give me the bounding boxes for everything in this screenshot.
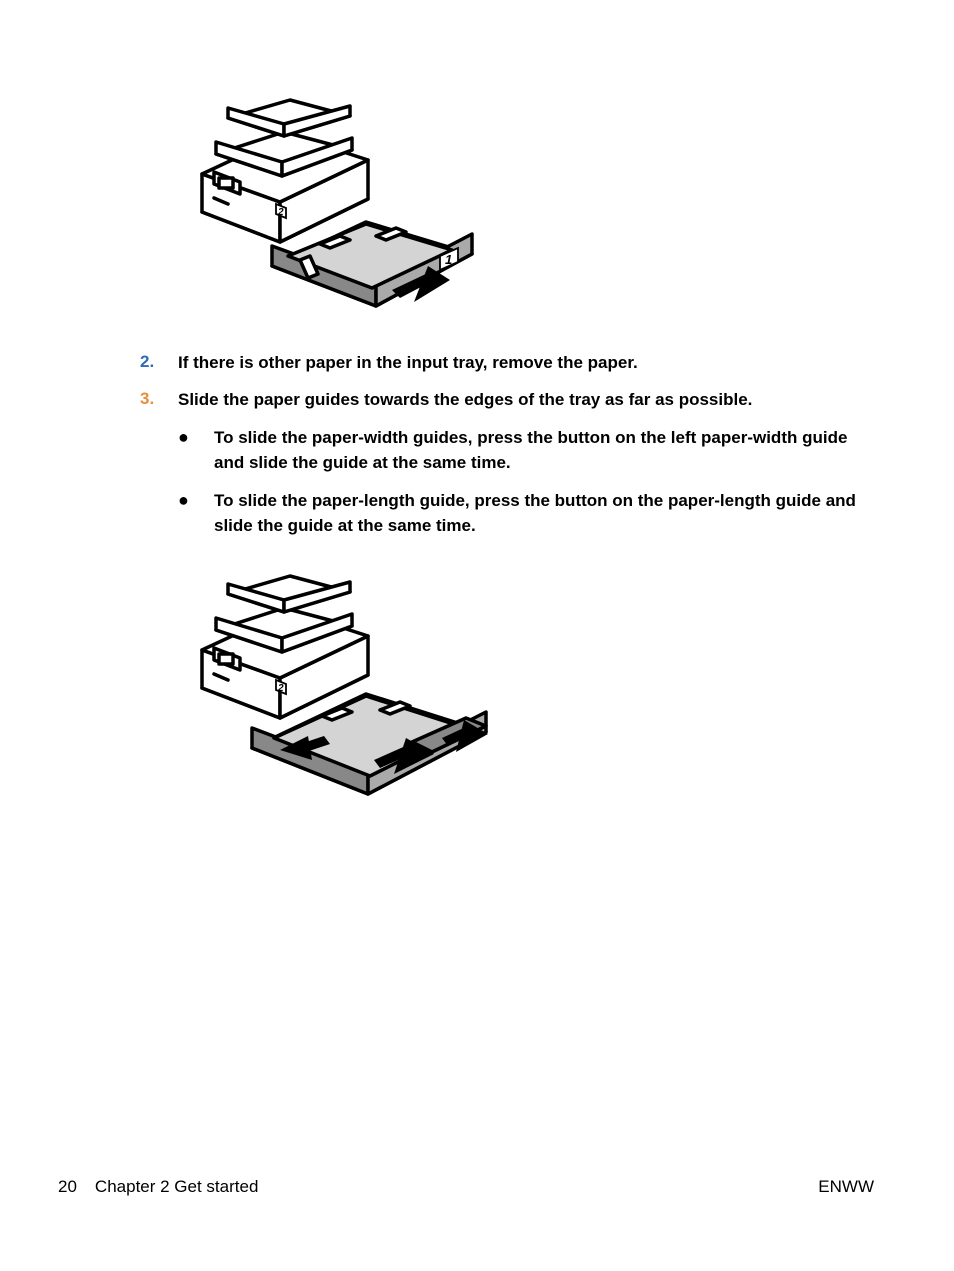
chapter-label: Chapter 2 Get started [95,1177,258,1197]
bullet-2-text: To slide the paper-length guide, press t… [214,489,874,538]
step-number-2: 2. [140,352,178,372]
page-footer: 20 Chapter 2 Get started ENWW [58,1177,874,1197]
step-3-text: Slide the paper guides towards the edges… [178,389,874,412]
callout-1: 1 [445,252,452,267]
step-2: 2. If there is other paper in the input … [140,352,874,375]
step-2-text: If there is other paper in the input tra… [178,352,874,375]
printer-illustration-1-icon: 2 1 [180,84,480,334]
figure-printer-tray-pullout: 2 1 [180,84,874,334]
page-content: 2 1 [80,84,874,810]
bullet-dot-icon: ● [178,426,214,448]
step-number-3: 3. [140,389,178,409]
step-3-bullets: ● To slide the paper-width guides, press… [178,426,874,539]
bullet-1-text: To slide the paper-width guides, press t… [214,426,874,475]
locale-code: ENWW [818,1177,874,1197]
document-page: 2 1 [0,0,954,1271]
step-3: 3. Slide the paper guides towards the ed… [140,389,874,412]
printer-illustration-2-icon: 2 [180,560,490,810]
callout-2: 2 [277,207,284,218]
bullet-dot-icon: ● [178,489,214,511]
callout-2b: 2 [277,683,284,694]
figure-printer-tray-guides: 2 [180,560,874,810]
page-number: 20 [58,1177,77,1197]
footer-left: 20 Chapter 2 Get started [58,1177,258,1197]
bullet-item: ● To slide the paper-length guide, press… [178,489,874,538]
bullet-item: ● To slide the paper-width guides, press… [178,426,874,475]
